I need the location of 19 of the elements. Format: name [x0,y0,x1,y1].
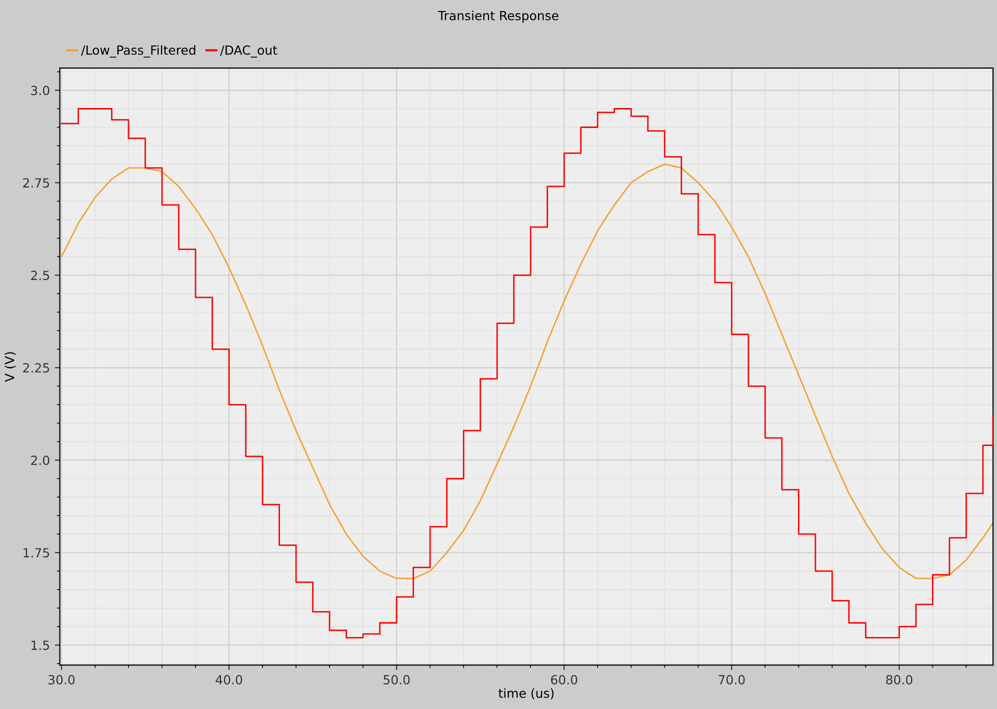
y-tick-label: 1.75 [24,548,50,558]
y-tick-label: 3.0 [31,86,50,96]
line-series [60,164,994,580]
x-tick-label: 60.0 [551,674,578,684]
legend-label: /Low_Pass_Filtered [81,45,196,58]
x-tick-label: 70.0 [718,674,745,684]
y-tick-label: 2.25 [23,363,50,373]
x-tick-label: 50.0 [384,674,410,684]
y-tick-label: 2.75 [23,178,50,188]
x-tick-label: 40.0 [216,674,242,684]
y-tick-label: 1.5 [32,640,50,650]
x-axis-title: time (us) [498,688,554,700]
y-tick-label: 2.5 [31,270,50,280]
x-tick-label: 30.0 [48,674,75,684]
legend-label: /DAC_out [220,45,278,58]
y-axis-title: V (V) [4,352,16,382]
y-tick-label: 2.0 [31,456,50,466]
chart-title: Transient Response [438,10,558,23]
x-tick-label: 80.0 [886,674,912,684]
